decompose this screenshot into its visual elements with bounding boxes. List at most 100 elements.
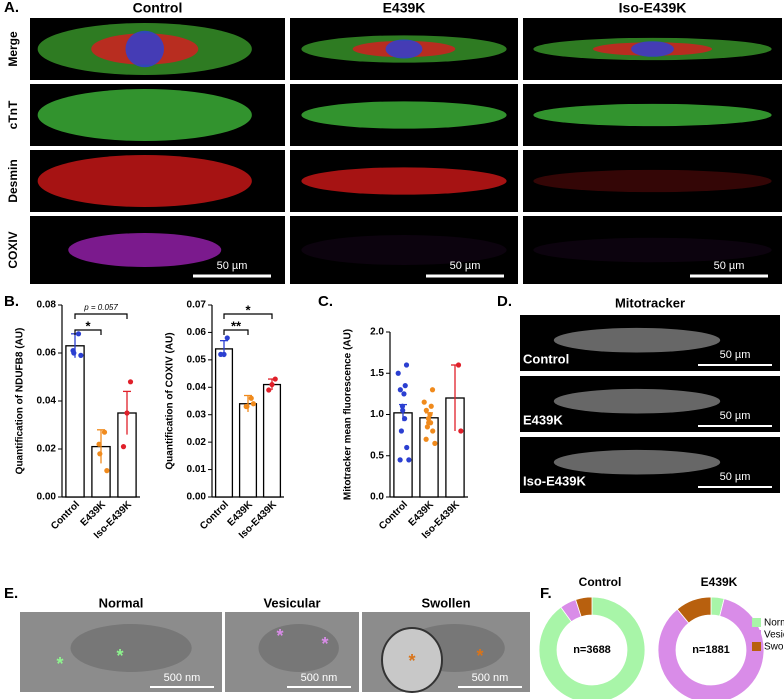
cell-stain <box>553 327 721 353</box>
y-tick-label: 0.5 <box>370 450 384 461</box>
data-point <box>430 428 436 434</box>
legend-swatch <box>752 642 761 651</box>
cell-stain <box>533 237 772 263</box>
y-axis-label: Quantification of COXIV (AU) <box>165 332 176 469</box>
donut-segment <box>676 596 712 624</box>
data-point <box>425 416 432 422</box>
significance-bracket <box>74 329 102 335</box>
data-point <box>404 444 410 451</box>
scale-bar-label: 50 µm <box>720 349 751 361</box>
data-point <box>401 391 407 397</box>
data-point <box>399 403 406 409</box>
data-point <box>432 440 438 446</box>
data-point <box>101 429 108 435</box>
donut-title: E439K <box>701 575 738 589</box>
data-point <box>397 387 403 393</box>
micrograph <box>290 216 518 284</box>
marker: * <box>56 654 63 674</box>
data-point <box>427 411 433 418</box>
row-label: Merge <box>6 31 20 67</box>
bar <box>393 412 413 498</box>
significance-bracket <box>74 313 128 319</box>
data-point <box>421 399 427 405</box>
donut-center-label: n=1881 <box>692 644 730 656</box>
organelle <box>258 624 339 672</box>
scale-bar-label: 500 nm <box>301 672 338 684</box>
data-point <box>423 407 429 413</box>
data-point <box>266 387 272 393</box>
y-tick-label: 2.0 <box>370 327 384 338</box>
data-point <box>427 420 434 426</box>
data-point <box>120 444 127 450</box>
significance-bracket <box>223 329 249 335</box>
scale-bar-label: 500 nm <box>164 672 201 684</box>
row-label: COXIV <box>6 231 20 268</box>
donut-title: Control <box>579 575 622 589</box>
y-tick-label: 0.06 <box>187 327 207 338</box>
x-tick-label: Control <box>49 499 82 532</box>
donut-segment <box>657 598 765 699</box>
column-header: Control <box>133 0 183 16</box>
row-label: cTnT <box>6 100 20 129</box>
data-point <box>71 350 77 356</box>
legend-label: Swollen <box>764 642 784 653</box>
data-point <box>96 441 102 447</box>
cell-stain <box>301 101 507 129</box>
legend-label: Vesicular <box>764 630 784 641</box>
data-point <box>104 468 110 474</box>
cell-stain <box>553 449 721 475</box>
organelle <box>381 627 443 693</box>
y-tick-label: 0.06 <box>37 348 57 359</box>
panel-label: F. <box>540 585 552 602</box>
micrograph <box>523 216 782 284</box>
data-point <box>250 401 256 407</box>
image-label: E439K <box>523 412 563 427</box>
y-tick-label: 0.08 <box>37 300 57 311</box>
cell-stain <box>385 39 423 59</box>
bar <box>238 403 258 498</box>
donut-segment <box>538 596 646 699</box>
data-point <box>455 362 462 368</box>
bar <box>214 348 234 498</box>
significance-bracket <box>223 313 273 319</box>
cell-stain <box>533 169 772 193</box>
scale-bar-label: 50 µm <box>720 410 751 422</box>
panel-label: C. <box>318 293 333 310</box>
scale-bar-label: 50 µm <box>714 260 745 272</box>
data-point <box>124 410 130 416</box>
data-point <box>428 403 434 409</box>
cell-stain <box>301 235 507 265</box>
data-point <box>127 379 134 385</box>
data-point <box>429 387 436 393</box>
cell-stain <box>631 41 674 57</box>
y-tick-label: 0.0 <box>370 492 384 503</box>
column-header: Iso-E439K <box>619 0 687 16</box>
scale-bar-label: 50 µm <box>217 260 248 272</box>
cell-stain <box>37 154 252 208</box>
data-point <box>397 457 403 463</box>
cell-stain <box>301 167 507 195</box>
x-tick-label: Control <box>198 499 231 532</box>
marker: * <box>476 646 483 666</box>
panel-label: E. <box>4 585 18 602</box>
data-point <box>402 383 408 389</box>
data-point <box>272 376 278 382</box>
cell-stain <box>553 388 721 414</box>
data-point <box>218 351 224 357</box>
significance-label: * <box>245 302 251 317</box>
panel-title: Mitotracker <box>615 295 685 310</box>
panel-label: A. <box>4 0 19 16</box>
y-tick-label: 0.00 <box>187 492 207 503</box>
data-point <box>395 370 401 376</box>
marker: * <box>276 626 283 646</box>
legend-label: Normal <box>764 618 784 629</box>
donut-segment <box>575 596 593 618</box>
marker: * <box>408 651 415 671</box>
panel-label: D. <box>497 293 512 310</box>
data-point <box>403 362 410 368</box>
scale-bar-label: 50 µm <box>450 260 481 272</box>
cell-stain <box>37 88 252 142</box>
y-tick-label: 0.00 <box>37 492 57 503</box>
y-tick-label: 0.02 <box>37 444 57 455</box>
y-tick-label: 1.5 <box>370 368 384 379</box>
